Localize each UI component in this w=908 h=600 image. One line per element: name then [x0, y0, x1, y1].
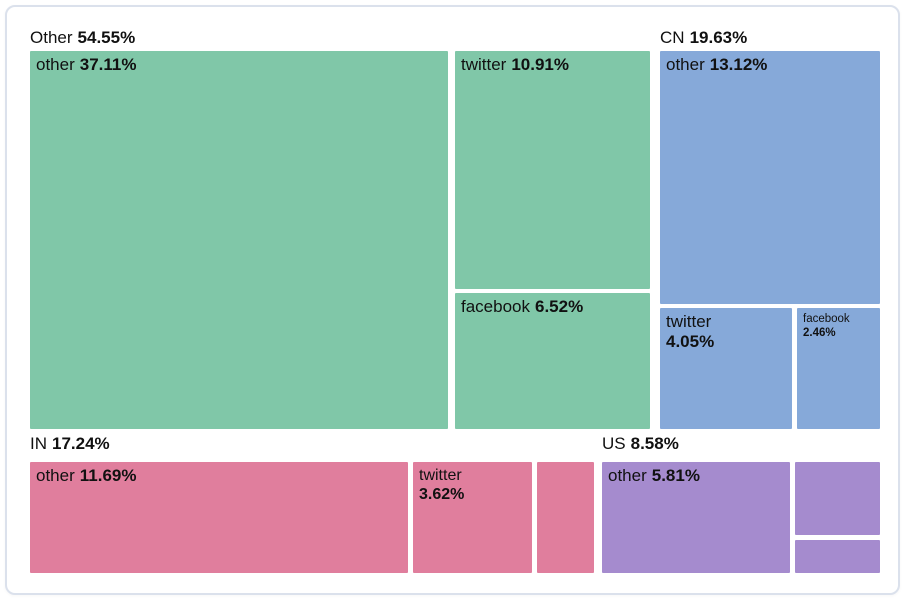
tile-cn-facebook[interactable]: facebook 2.46%: [797, 308, 880, 429]
group-label-other: Other 54.55%: [30, 28, 135, 48]
group-pct: 54.55%: [77, 28, 136, 47]
group-name: CN: [660, 28, 685, 47]
tile-other-twitter[interactable]: twitter 10.91%: [455, 51, 650, 289]
tile-label: other 11.69%: [36, 466, 137, 485]
tile-cn-twitter[interactable]: twitter 4.05%: [660, 308, 792, 429]
group-name: Other: [30, 28, 73, 47]
tile-in-twitter[interactable]: twitter 3.62%: [413, 462, 532, 573]
group-name: IN: [30, 434, 47, 453]
group-pct: 19.63%: [689, 28, 748, 47]
group-pct: 8.58%: [630, 434, 679, 453]
group-name: US: [602, 434, 626, 453]
tile-us-other[interactable]: other 5.81%: [602, 462, 790, 573]
tile-other-facebook[interactable]: facebook 6.52%: [455, 293, 650, 429]
tile-label: other 37.11%: [36, 55, 137, 74]
group-pct: 17.24%: [52, 434, 110, 453]
group-label-cn: CN 19.63%: [660, 28, 747, 48]
group-label-us: US 8.58%: [602, 434, 679, 454]
tile-label: other 13.12%: [666, 55, 768, 74]
tile-us-facebook[interactable]: [795, 540, 880, 573]
tile-cn-other[interactable]: other 13.12%: [660, 51, 880, 304]
tile-other-other[interactable]: other 37.11%: [30, 51, 448, 429]
tile-label: twitter 4.05%: [666, 312, 715, 352]
group-label-in: IN 17.24%: [30, 434, 110, 454]
tile-in-other[interactable]: other 11.69%: [30, 462, 408, 573]
tile-label: facebook 6.52%: [461, 297, 584, 316]
tile-us-twitter[interactable]: [795, 462, 880, 535]
tile-label: facebook 2.46%: [803, 313, 850, 340]
tile-in-facebook[interactable]: [537, 462, 594, 573]
tile-label: twitter 10.91%: [461, 55, 570, 74]
tile-label: other 5.81%: [608, 466, 700, 485]
tile-label: twitter 3.62%: [419, 467, 465, 504]
